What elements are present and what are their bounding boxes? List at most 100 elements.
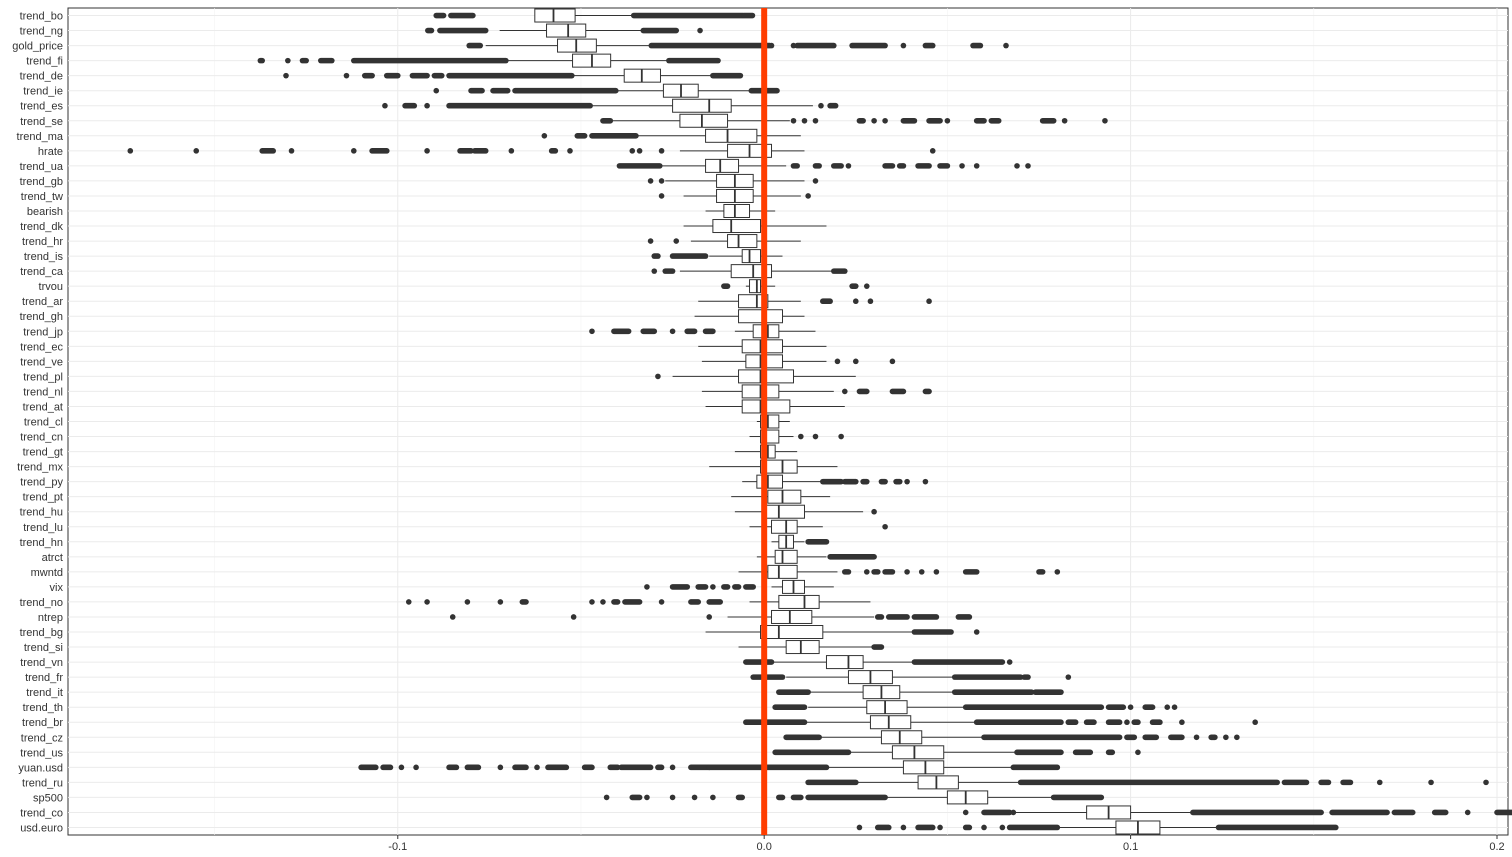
y-tick-label: trend_py	[20, 477, 63, 489]
box-iqr	[534, 8, 576, 23]
outlier-point	[805, 193, 811, 199]
x-axis: -0.1 0.0 0.1 0.2	[388, 835, 1505, 853]
box-iqr	[727, 234, 758, 249]
box-trend_us	[772, 745, 1141, 760]
box-trend_ru	[805, 775, 1489, 790]
box-trend_lu	[749, 519, 888, 534]
outlier-point	[541, 133, 548, 139]
y-tick-label: vix	[50, 582, 64, 594]
x-tick-label: 0.0	[757, 841, 772, 853]
outlier-point	[937, 824, 943, 831]
outlier-point	[1065, 674, 1072, 680]
box-iqr	[672, 98, 732, 113]
x-tick-label: 0.2	[1489, 841, 1504, 853]
y-tick-label: trend_tw	[21, 191, 63, 203]
outlier-point	[999, 824, 1006, 831]
outlier-point	[433, 87, 440, 94]
outlier-point	[838, 433, 844, 440]
outlier-point	[288, 148, 295, 154]
y-tick-label: trend_cz	[21, 732, 63, 744]
outlier-point	[449, 614, 456, 620]
outlier-point	[1054, 569, 1061, 575]
box-trend_ar	[698, 294, 932, 309]
y-tick-label: trend_mx	[17, 462, 63, 474]
box-trend_es	[382, 98, 839, 113]
box-trend_vn	[743, 655, 1013, 670]
outlier-point	[926, 298, 932, 305]
outlier-point	[962, 809, 969, 816]
outlier-point	[127, 148, 134, 154]
outlier-point	[1006, 659, 1013, 665]
box-trend_hu	[734, 504, 877, 519]
box-gold_price	[466, 38, 1009, 53]
outlier-point	[710, 584, 716, 590]
box-ntrep	[449, 609, 973, 624]
outlier-point	[710, 794, 716, 801]
box-hrate	[127, 143, 936, 158]
y-tick-label: trend_at	[23, 401, 63, 413]
box-trend_bo	[433, 8, 756, 23]
y-tick-label: trvou	[39, 281, 63, 293]
y-tick-label: trend_pt	[23, 492, 63, 504]
outlier-point	[918, 569, 925, 575]
box-trend_it	[776, 685, 1064, 700]
outlier-point	[852, 298, 859, 305]
outlier-point	[812, 433, 819, 440]
outlier-point	[669, 764, 676, 771]
outlier-point	[812, 178, 819, 184]
x-tick-label: 0.1	[1123, 841, 1138, 853]
box-iqr	[767, 564, 798, 579]
outlier-point	[1179, 719, 1185, 726]
outlier-point	[834, 358, 841, 365]
y-tick-label: atrct	[42, 552, 63, 564]
outlier-point	[658, 178, 665, 184]
box-trend_se	[600, 113, 1108, 128]
outlier-point	[1171, 704, 1178, 710]
box-iqr	[774, 549, 798, 564]
outlier-point	[812, 117, 819, 124]
box-trend_nl	[701, 384, 932, 399]
outlier-point	[673, 238, 680, 244]
y-tick-label: trend_gh	[20, 311, 63, 323]
outlier-point	[973, 163, 980, 169]
box-iqr	[785, 640, 820, 655]
outlier-point	[570, 614, 577, 620]
box-iqr	[880, 730, 923, 745]
y-tick-label: trend_cn	[20, 432, 63, 444]
outlier-point	[706, 614, 713, 620]
box-iqr	[738, 294, 769, 309]
outlier-point	[669, 328, 676, 335]
outlier-point	[647, 178, 654, 184]
box-trend_hn	[771, 534, 830, 549]
outlier-point	[959, 163, 965, 169]
y-tick-label: trend_ar	[22, 296, 63, 308]
y-axis-labels: trend_bo trend_ng gold_price trend_fi trend_…	[12, 11, 64, 835]
box-iqr	[869, 715, 912, 730]
y-tick-label: trend_es	[20, 101, 63, 113]
outlier-point	[658, 148, 665, 154]
outlier-point	[882, 523, 888, 530]
y-tick-label: sp500	[33, 792, 63, 804]
box-trvou	[721, 279, 870, 294]
outlier-point	[343, 72, 350, 79]
outlier-point	[534, 764, 540, 771]
y-tick-label: trend_gb	[20, 176, 63, 188]
outlier-point	[929, 148, 936, 154]
y-tick-label: trend_hn	[20, 537, 63, 549]
outlier-point	[464, 599, 471, 605]
outlier-point	[798, 433, 804, 440]
y-tick-label: trend_dk	[20, 221, 63, 233]
y-tick-label: trend_ma	[17, 131, 64, 143]
outlier-point	[863, 283, 870, 289]
outlier-point	[658, 193, 665, 199]
outlier-point	[651, 268, 658, 274]
box-iqr	[771, 609, 813, 624]
outlier-point	[973, 629, 980, 635]
outlier-point	[497, 599, 504, 605]
outlier-point	[398, 764, 405, 771]
outlier-point	[1234, 734, 1240, 741]
box-trend_bg	[705, 625, 980, 640]
outlier-point	[1127, 704, 1134, 710]
outlier-point	[497, 764, 504, 771]
outlier-point	[1483, 779, 1489, 786]
